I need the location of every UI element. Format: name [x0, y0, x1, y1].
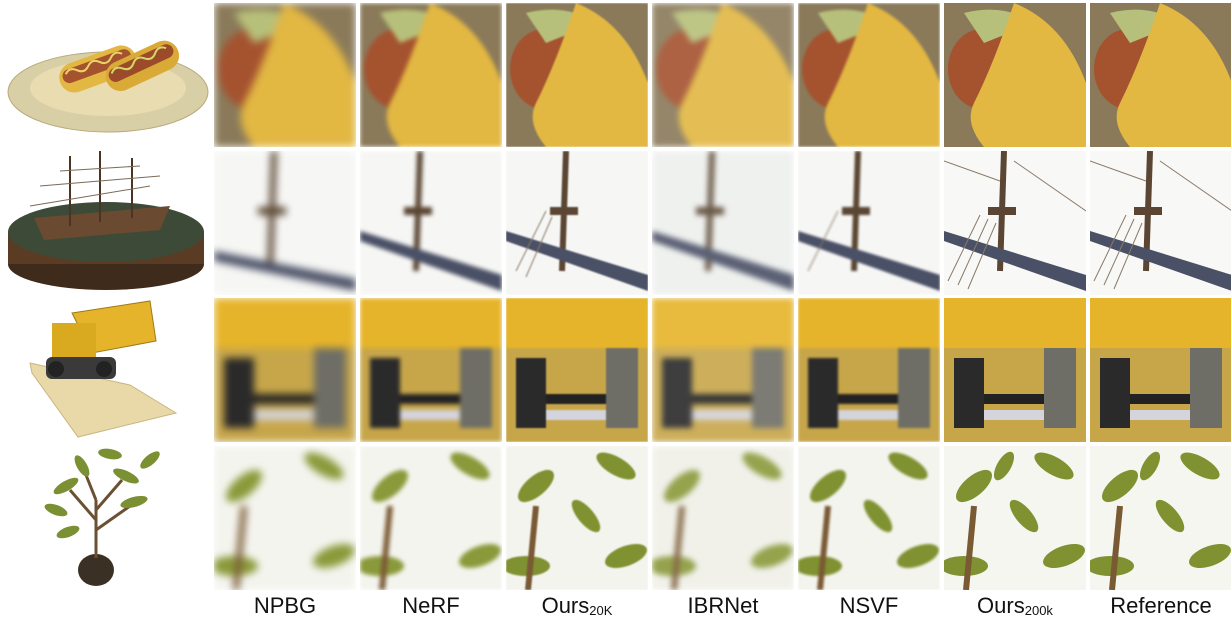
label-nerf: NeRF: [402, 593, 460, 618]
lego-nerf-crop: [360, 298, 502, 442]
lego-ibrnet-crop: [652, 298, 794, 442]
ficus-ours200k-crop: [944, 446, 1086, 590]
label-ours-200k: Ours200k: [977, 593, 1053, 618]
row-ficus: [214, 446, 1231, 590]
hotdog-npbg-crop: [214, 3, 356, 147]
lego-npbg-crop: [214, 298, 356, 442]
ship-npbg-crop: [214, 151, 356, 295]
scene-hotdog-thumbnail: [0, 0, 212, 145]
method-labels: NPBG NeRF Ours20K IBRNet NSVF Ours200k R…: [214, 592, 1231, 620]
label-npbg: NPBG: [253, 593, 317, 618]
label-nsvf: NSVF: [839, 593, 899, 618]
lego-reference-crop: [1090, 298, 1231, 442]
row-ship: [214, 151, 1231, 295]
ficus-nsvf-crop: [798, 446, 940, 590]
hotdog-nsvf-crop: [798, 3, 940, 147]
ficus-ibrnet-crop: [652, 446, 794, 590]
scene-ficus-thumbnail: [0, 440, 212, 592]
ficus-nerf-crop: [360, 446, 502, 590]
hotdog-reference-crop: [1090, 3, 1231, 147]
scene-lego-thumbnail: [0, 293, 212, 439]
lego-ours200k-crop: [944, 298, 1086, 442]
ship-reference-crop: [1090, 151, 1231, 295]
scene-ship-thumbnail: [0, 146, 212, 292]
lego-nsvf-crop: [798, 298, 940, 442]
row-hotdog: [214, 3, 1231, 147]
label-ibrnet: IBRNet: [687, 593, 759, 618]
ship-nsvf-crop: [798, 151, 940, 295]
hotdog-ours200k-crop: [944, 3, 1086, 147]
hotdog-ibrnet-crop: [652, 3, 794, 147]
label-reference: Reference: [1110, 593, 1212, 618]
ship-ibrnet-crop: [652, 151, 794, 295]
ship-ours20k-crop: [506, 151, 648, 295]
hotdog-nerf-crop: [360, 3, 502, 147]
hotdog-ours20k-crop: [506, 3, 648, 147]
ficus-reference-crop: [1090, 446, 1231, 590]
label-ours-20k: Ours20K: [541, 593, 613, 618]
ship-ours200k-crop: [944, 151, 1086, 295]
ficus-npbg-crop: [214, 446, 356, 590]
ficus-ours20k-crop: [506, 446, 648, 590]
ship-nerf-crop: [360, 151, 502, 295]
lego-ours20k-crop: [506, 298, 648, 442]
row-lego: [214, 298, 1231, 442]
